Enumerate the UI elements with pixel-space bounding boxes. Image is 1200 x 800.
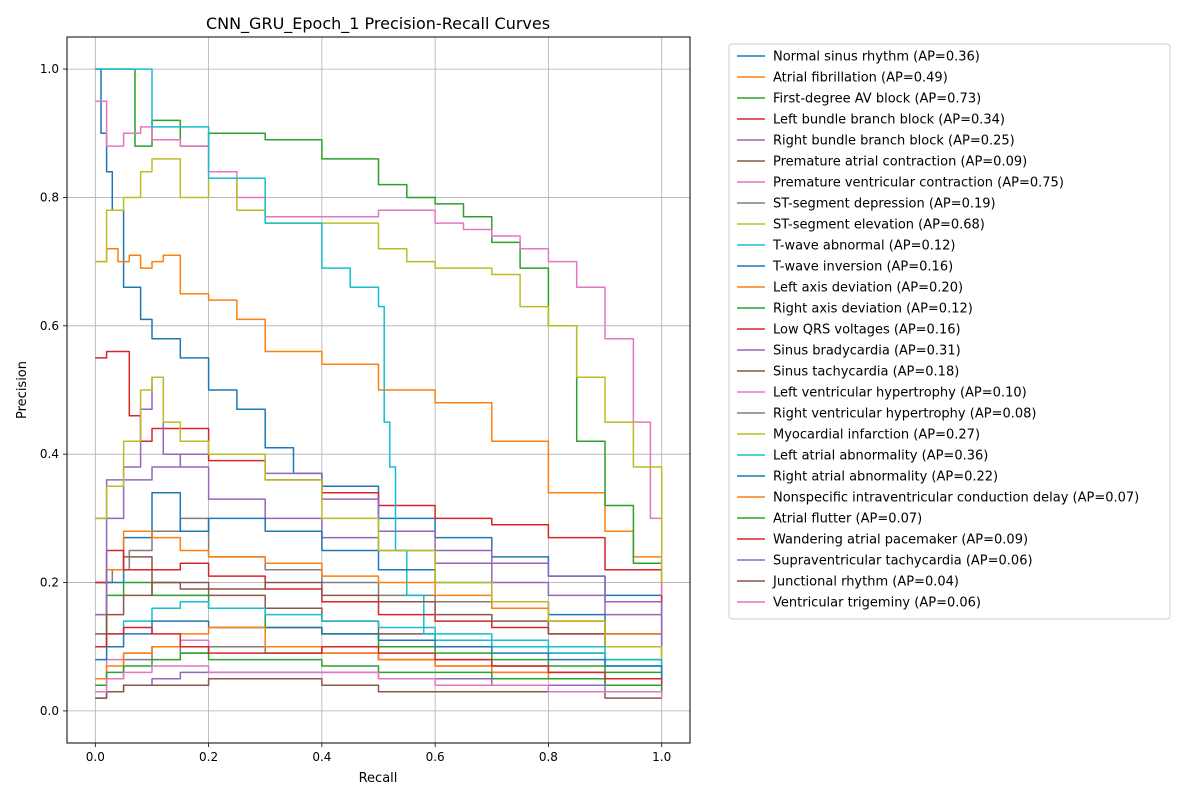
y-axis-label: Precision (15, 361, 30, 419)
legend-label: Right axis deviation (AP=0.12) (773, 302, 973, 317)
x-tick-label: 0.6 (426, 750, 445, 764)
series-line-25 (95, 678, 662, 699)
legend-label: First-degree AV block (AP=0.73) (773, 92, 981, 107)
legend-label: Normal sinus rhythm (AP=0.36) (773, 50, 980, 65)
legend-label: Supraventricular tachycardia (AP=0.06) (773, 554, 1033, 569)
legend-label: Atrial fibrillation (AP=0.49) (773, 71, 948, 86)
series-line-9 (95, 68, 663, 679)
chart-title: CNN_GRU_Epoch_1 Precision-Recall Curves (206, 14, 550, 34)
series-line-18 (95, 376, 663, 666)
y-tick-label: 0.4 (40, 447, 59, 461)
legend-label: Left atrial abnormality (AP=0.36) (773, 449, 988, 464)
series-line-23 (95, 626, 663, 686)
legend-label: Premature atrial contraction (AP=0.09) (773, 155, 1027, 170)
legend-label: ST-segment elevation (AP=0.68) (773, 218, 985, 233)
x-tick-label: 0.2 (199, 750, 218, 764)
plot-series (95, 68, 663, 699)
legend-label: ST-segment depression (AP=0.19) (773, 197, 996, 212)
legend-label: Right bundle branch block (AP=0.25) (773, 134, 1015, 149)
series-line-26 (95, 665, 663, 699)
legend-label: Left bundle branch block (AP=0.34) (773, 113, 1005, 128)
legend-label: T-wave inversion (AP=0.16) (772, 260, 953, 275)
x-tick-label: 1.0 (652, 750, 671, 764)
legend-label: Sinus tachycardia (AP=0.18) (773, 365, 959, 380)
legend-label: Low QRS voltages (AP=0.16) (773, 323, 961, 338)
y-tick-label: 0.0 (40, 704, 59, 718)
series-line-4 (95, 376, 663, 634)
legend-label: Myocardial infarction (AP=0.27) (773, 428, 980, 443)
legend-label: Sinus bradycardia (AP=0.31) (773, 344, 961, 359)
legend-label: Right atrial abnormality (AP=0.22) (773, 470, 998, 485)
y-tick-label: 0.2 (40, 576, 59, 590)
series-line-6 (95, 100, 663, 596)
series-line-15 (95, 581, 663, 673)
legend-label: Ventricular trigeminy (AP=0.06) (773, 596, 981, 611)
legend-box (728, 43, 1171, 620)
legend-label: Nonspecific intraventricular conduction … (773, 491, 1139, 506)
series-line-19 (95, 601, 663, 673)
plot-frame (66, 36, 691, 744)
series-line-22 (95, 652, 663, 692)
legend-label: Premature ventricular contraction (AP=0.… (773, 176, 1064, 191)
axis-ticks: 0.0 0.2 0.4 0.6 0.8 1.0 0.0 0.2 0.4 0.6 0.8 1.0 (40, 62, 671, 764)
legend-label: Junctional rhythm (AP=0.04) (772, 575, 959, 590)
y-tick-label: 0.8 (40, 190, 59, 204)
x-tick-label: 0.8 (539, 750, 558, 764)
legend-label: T-wave abnormal (AP=0.12) (772, 239, 955, 254)
legend-label: Wandering atrial pacemaker (AP=0.09) (773, 533, 1028, 548)
x-tick-label: 0.4 (312, 750, 331, 764)
y-tick-label: 0.6 (40, 319, 59, 333)
x-tick-label: 0.0 (86, 750, 105, 764)
y-tick-label: 1.0 (40, 62, 59, 76)
x-axis-label: Recall (359, 771, 398, 786)
legend-label: Right ventricular hypertrophy (AP=0.08) (773, 407, 1036, 422)
legend-label: Left axis deviation (AP=0.20) (773, 281, 963, 296)
series-line-8 (95, 158, 663, 583)
legend: Normal sinus rhythm (AP=0.36) Atrial fibr… (728, 43, 1171, 620)
legend-label: Left ventricular hypertrophy (AP=0.10) (773, 386, 1027, 401)
legend-label: Atrial flutter (AP=0.07) (773, 512, 922, 527)
series-line-1 (95, 248, 663, 615)
